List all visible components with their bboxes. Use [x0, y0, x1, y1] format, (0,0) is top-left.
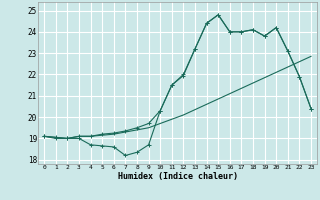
- X-axis label: Humidex (Indice chaleur): Humidex (Indice chaleur): [118, 172, 238, 181]
